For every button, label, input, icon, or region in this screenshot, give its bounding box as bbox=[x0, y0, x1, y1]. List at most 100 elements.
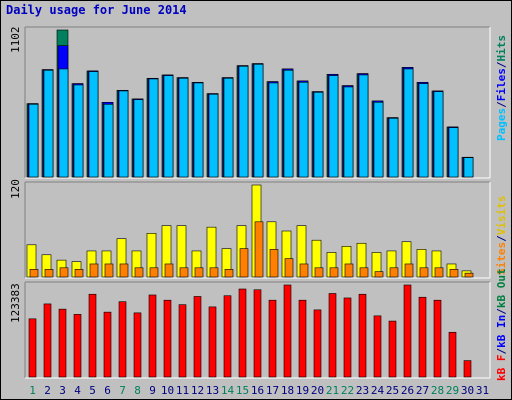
chart-title: Daily usage for June 2014 bbox=[6, 3, 187, 17]
bar-pages-day-17 bbox=[268, 82, 279, 178]
bar-kbytes-day-20 bbox=[313, 309, 322, 378]
bar-sites-day-24 bbox=[374, 271, 384, 278]
x-tick-label-day-16: 16 bbox=[251, 384, 264, 397]
bar-sites-day-9 bbox=[149, 267, 159, 278]
bar-pages-day-2 bbox=[43, 69, 54, 178]
x-tick-label-day-19: 19 bbox=[296, 384, 309, 397]
x-tick-label-day-14: 14 bbox=[221, 384, 235, 397]
top-panel-max-label: 1102 bbox=[9, 26, 22, 54]
bar-pages-day-30 bbox=[463, 157, 474, 178]
x-tick-label-day-24: 24 bbox=[371, 384, 385, 397]
bar-sites-day-6 bbox=[104, 263, 114, 278]
x-tick-label-day-26: 26 bbox=[401, 384, 414, 397]
bar-sites-day-15 bbox=[239, 248, 249, 278]
bar-kbytes-day-5 bbox=[88, 293, 97, 378]
bar-kbytes-day-3 bbox=[58, 308, 67, 378]
x-tick-label-day-8: 8 bbox=[134, 384, 141, 397]
bar-pages-day-7 bbox=[118, 90, 129, 178]
bar-pages-day-18 bbox=[283, 69, 294, 178]
bar-kbytes-day-25 bbox=[388, 320, 397, 378]
legend-kb-f: kB F bbox=[495, 354, 508, 382]
bar-kbytes-day-30 bbox=[463, 360, 472, 378]
bar-sites-day-23 bbox=[359, 267, 369, 278]
bar-sites-day-8 bbox=[134, 267, 144, 278]
legend-hits: Hits bbox=[495, 35, 508, 62]
bar-sites-day-7 bbox=[119, 263, 129, 278]
bar-sites-day-28 bbox=[434, 267, 444, 278]
bar-sites-day-22 bbox=[344, 263, 354, 278]
x-tick-label-day-27: 27 bbox=[416, 384, 429, 397]
bar-sites-day-12 bbox=[194, 267, 204, 278]
bar-pages-day-22 bbox=[343, 86, 354, 178]
bar-sites-day-4 bbox=[74, 269, 84, 278]
bar-pages-day-1 bbox=[28, 104, 39, 178]
bar-pages-day-3 bbox=[58, 68, 69, 178]
x-tick-label-day-12: 12 bbox=[191, 384, 204, 397]
bar-pages-day-6 bbox=[103, 104, 114, 178]
bottom-panel-legend: kB F/kB In/kB Out bbox=[495, 268, 508, 381]
x-tick-label-day-15: 15 bbox=[236, 384, 249, 397]
bar-sites-day-13 bbox=[209, 267, 219, 278]
bar-kbytes-day-6 bbox=[103, 311, 112, 378]
bar-sites-day-10 bbox=[164, 263, 174, 278]
bar-kbytes-day-18 bbox=[283, 284, 292, 378]
legend-files: Files bbox=[495, 68, 508, 102]
bar-kbytes-day-2 bbox=[43, 303, 52, 378]
x-tick-label-day-6: 6 bbox=[104, 384, 111, 397]
bar-pages-day-13 bbox=[208, 93, 219, 178]
bar-sites-day-5 bbox=[89, 263, 99, 278]
bar-kbytes-day-23 bbox=[358, 293, 367, 378]
bar-pages-day-14 bbox=[223, 77, 234, 178]
x-tick-label-day-18: 18 bbox=[281, 384, 294, 397]
bar-sites-day-30 bbox=[464, 272, 474, 278]
bar-kbytes-day-26 bbox=[403, 284, 412, 378]
bar-pages-day-5 bbox=[88, 71, 99, 178]
x-tick-label-day-9: 9 bbox=[149, 384, 156, 397]
bar-kbytes-day-13 bbox=[208, 306, 217, 378]
bar-kbytes-day-22 bbox=[343, 297, 352, 378]
bar-kbytes-day-9 bbox=[148, 294, 157, 378]
x-tick-label-day-25: 25 bbox=[386, 384, 399, 397]
bar-pages-day-24 bbox=[373, 101, 384, 178]
bar-pages-day-15 bbox=[238, 65, 249, 178]
bar-pages-day-11 bbox=[178, 77, 189, 178]
middle-panel-legend: Sites/Visits bbox=[495, 195, 508, 276]
bar-kbytes-day-24 bbox=[373, 315, 382, 378]
bar-pages-day-20 bbox=[313, 91, 324, 178]
bar-pages-day-10 bbox=[163, 75, 174, 178]
x-tick-label-day-11: 11 bbox=[176, 384, 189, 397]
bar-pages-day-27 bbox=[418, 83, 429, 178]
bar-sites-day-1 bbox=[29, 269, 39, 278]
bar-kbytes-day-27 bbox=[418, 296, 427, 378]
x-tick-label-day-1: 1 bbox=[29, 384, 36, 397]
bar-pages-day-29 bbox=[448, 127, 459, 178]
bar-sites-day-3 bbox=[59, 267, 69, 278]
bar-kbytes-day-28 bbox=[433, 299, 442, 378]
bar-kbytes-day-17 bbox=[268, 299, 277, 378]
bar-kbytes-day-7 bbox=[118, 301, 127, 378]
bar-sites-day-25 bbox=[389, 267, 399, 278]
x-tick-label-day-3: 3 bbox=[59, 384, 66, 397]
bar-pages-day-23 bbox=[358, 74, 369, 178]
bar-kbytes-day-15 bbox=[238, 288, 247, 378]
bar-sites-day-29 bbox=[449, 269, 459, 278]
bottom-panel-max-label: 123383 bbox=[9, 283, 22, 323]
legend-pages: Pages bbox=[495, 107, 508, 141]
bar-sites-day-21 bbox=[329, 267, 339, 278]
x-tick-label-day-31: 31 bbox=[476, 384, 489, 397]
middle-panel-max-label: 120 bbox=[9, 179, 22, 199]
bar-kbytes-day-11 bbox=[178, 304, 187, 378]
x-tick-label-day-20: 20 bbox=[311, 384, 324, 397]
bar-pages-day-25 bbox=[388, 118, 399, 178]
bar-kbytes-day-8 bbox=[133, 312, 142, 378]
bar-sites-day-17 bbox=[269, 249, 279, 278]
bar-kbytes-day-4 bbox=[73, 314, 82, 378]
bar-sites-day-11 bbox=[179, 267, 189, 278]
bar-kbytes-day-1 bbox=[28, 318, 37, 378]
bar-sites-day-14 bbox=[224, 269, 234, 278]
x-tick-label-day-22: 22 bbox=[341, 384, 354, 397]
x-tick-label-day-30: 30 bbox=[461, 384, 474, 397]
x-tick-label-day-17: 17 bbox=[266, 384, 279, 397]
